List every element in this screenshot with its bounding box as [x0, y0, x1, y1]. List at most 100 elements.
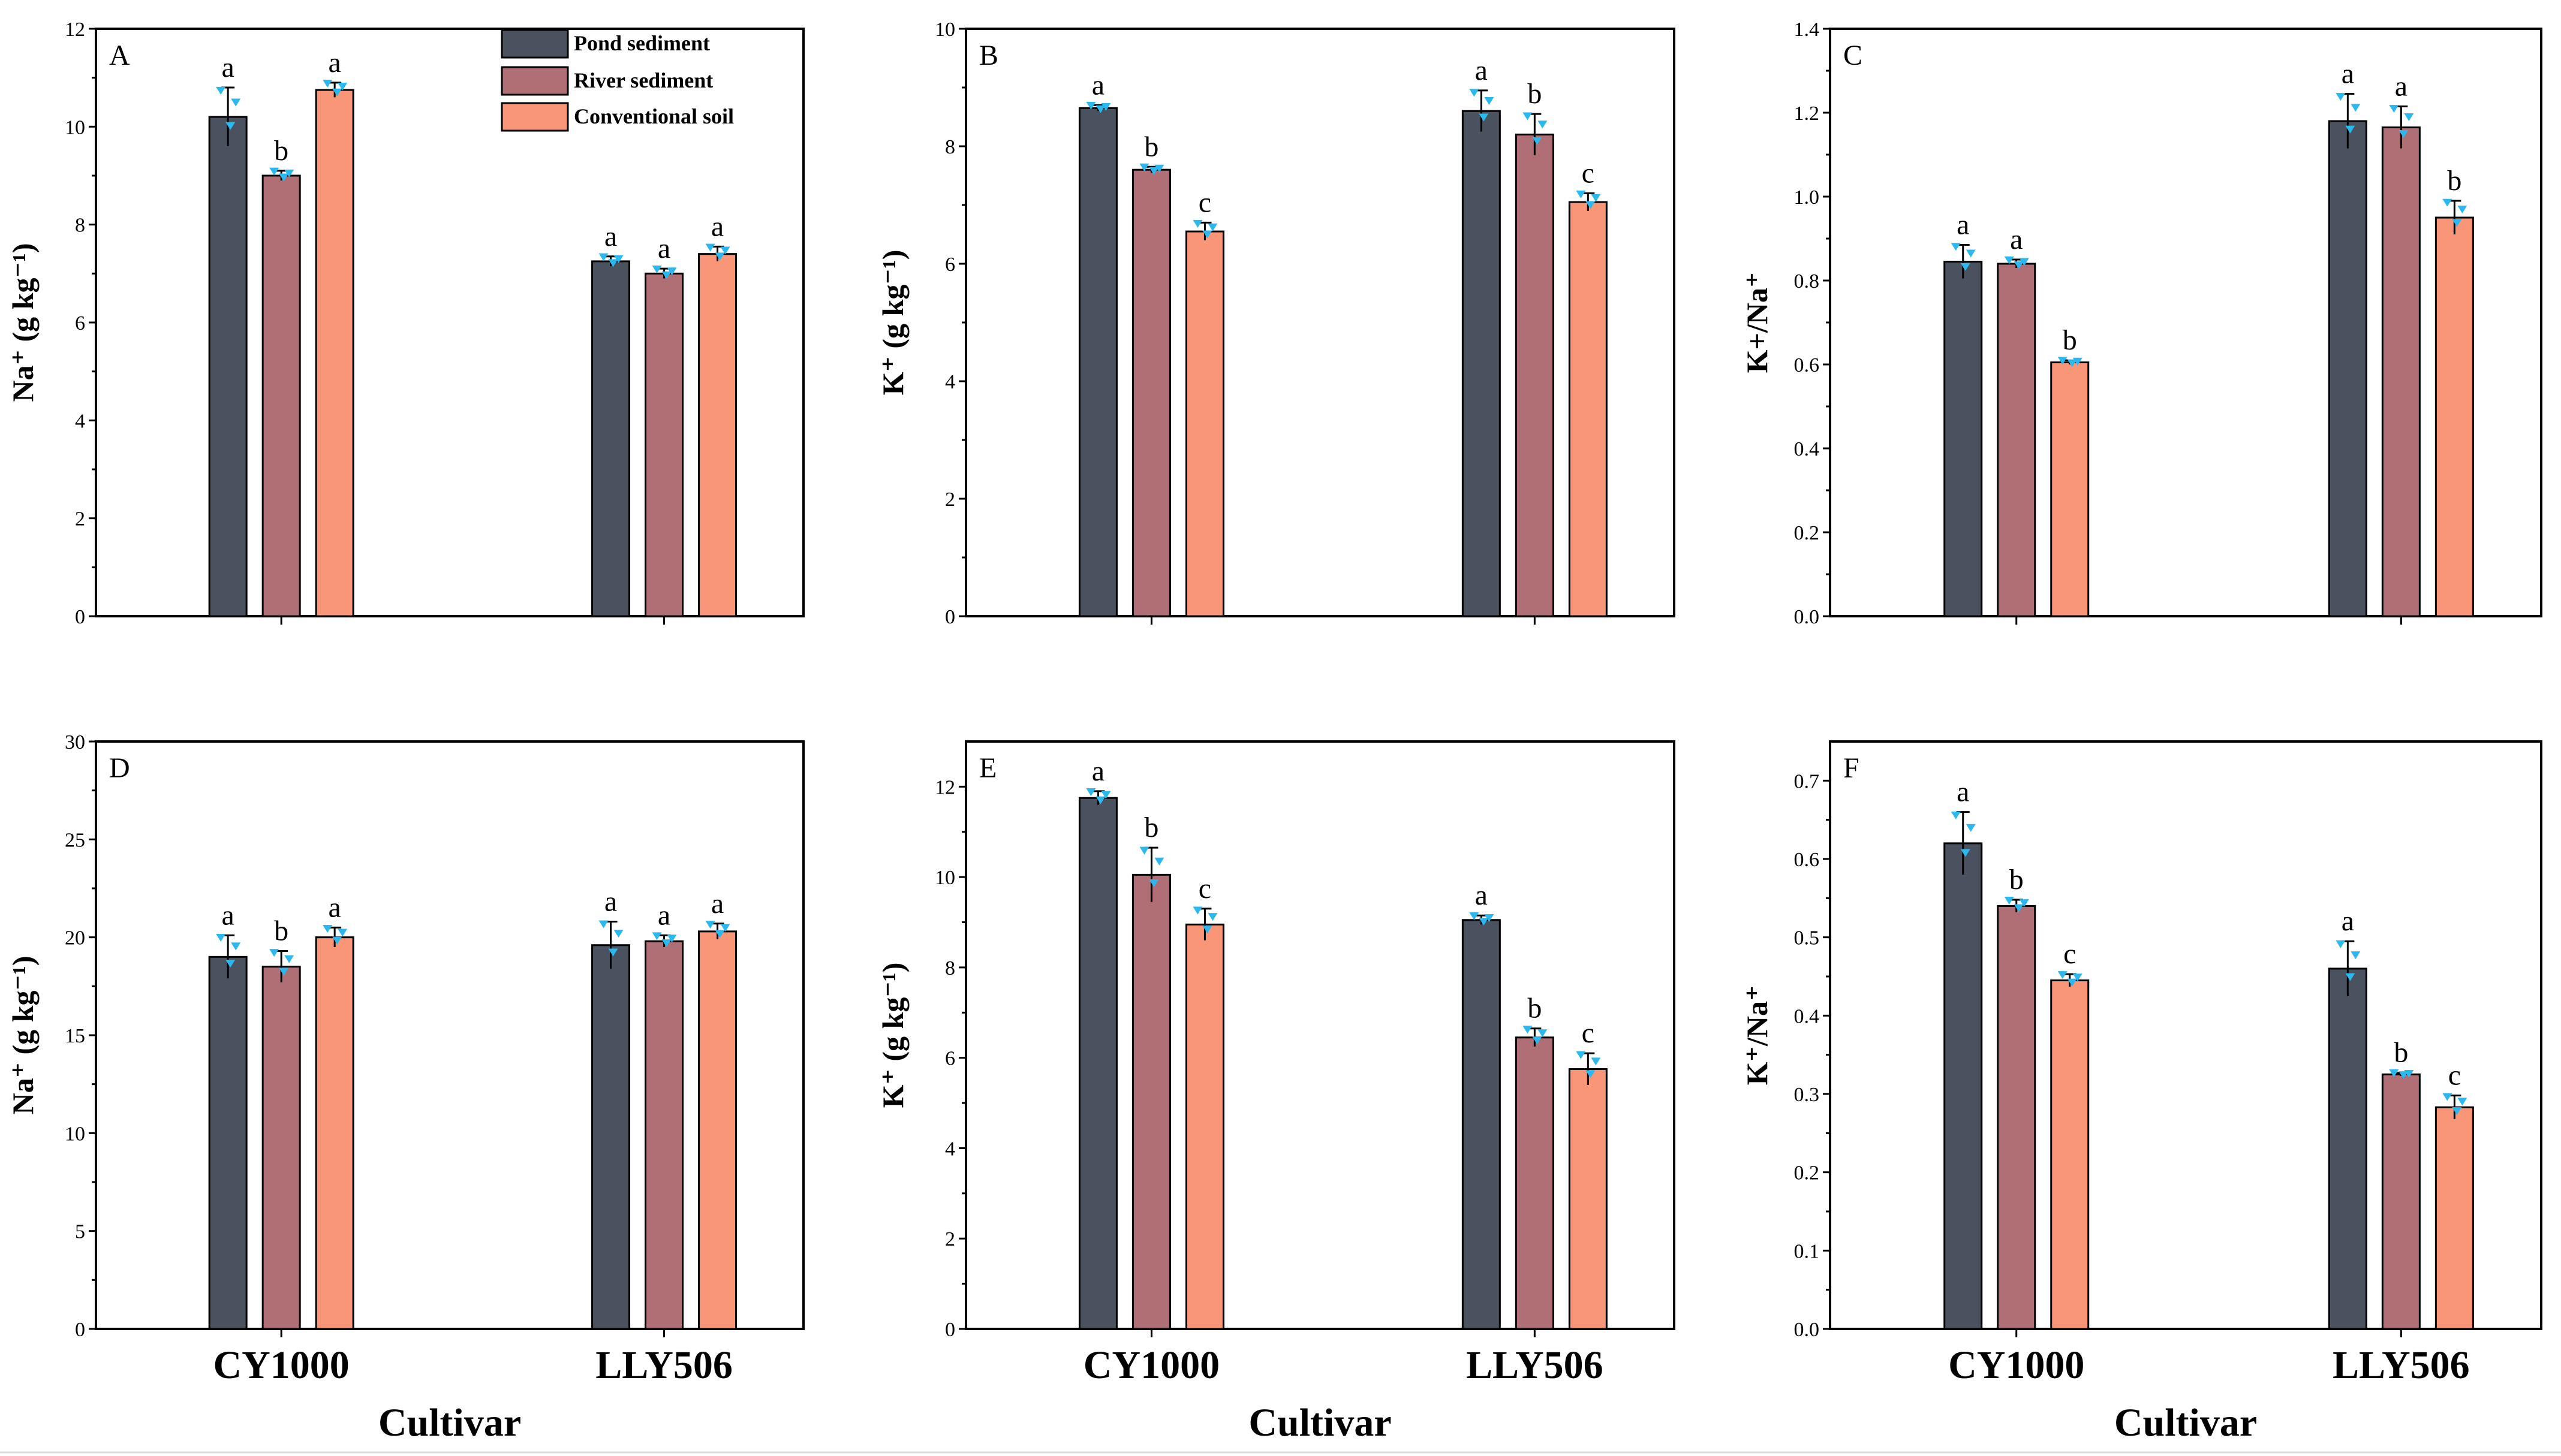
y-tick-label: 20 — [65, 927, 85, 949]
significance-letter: c — [1582, 157, 1594, 189]
replicate-point — [2072, 973, 2082, 982]
replicate-point — [2019, 899, 2029, 908]
x-tick-label-lly506: LLY506 — [595, 1343, 733, 1387]
replicate-point — [1537, 1029, 1548, 1038]
significance-letter: a — [2342, 905, 2354, 937]
replicate-point — [1576, 1051, 1586, 1059]
replicate-point — [715, 252, 725, 261]
replicate-point — [1479, 113, 1489, 122]
replicate-point — [2345, 125, 2355, 134]
legend-item-1: Pond sediment — [501, 29, 710, 59]
bar-lly506-3 — [1568, 1068, 1608, 1330]
replicate-point — [1532, 137, 1542, 145]
replicate-point — [332, 88, 342, 97]
y-tick-label: 0 — [945, 1319, 955, 1341]
panel-letter: E — [979, 752, 997, 784]
y-tick-label: 25 — [65, 829, 85, 851]
replicate-point — [2019, 258, 2029, 266]
bar-cy1000-2 — [1997, 263, 2036, 617]
y-tick-label: 10 — [935, 19, 955, 41]
replicate-point — [2404, 1070, 2414, 1078]
significance-letter: c — [1199, 873, 1211, 905]
replicate-point — [2057, 357, 2068, 365]
significance-letter: a — [711, 888, 724, 920]
y-tick-label: 4 — [945, 371, 955, 393]
legend-swatch — [501, 29, 569, 59]
bar-lly506-3 — [2434, 1106, 2474, 1330]
replicate-point — [613, 255, 624, 263]
y-tick-label: 0.6 — [1794, 849, 1820, 871]
x-tick-label-cy1000: CY1000 — [1084, 1343, 1220, 1387]
significance-letter: a — [711, 210, 724, 242]
replicate-point — [1576, 190, 1586, 198]
replicate-point — [1960, 263, 1970, 271]
replicate-point — [1208, 223, 1218, 231]
replicate-point — [1585, 1070, 1596, 1078]
panel-letter: F — [1843, 752, 1859, 784]
replicate-point — [1537, 120, 1548, 129]
replicate-point — [1101, 103, 1111, 111]
y-axis-label: Na⁺ (g kg⁻¹) — [6, 243, 40, 402]
bar-cy1000-1 — [208, 955, 248, 1330]
replicate-point — [2067, 359, 2077, 367]
y-tick-label: 1.0 — [1794, 186, 1820, 209]
replicate-point — [1960, 849, 1970, 857]
bar-lly506-3 — [2434, 216, 2474, 617]
replicate-point — [2389, 105, 2399, 113]
replicate-point — [2067, 978, 2077, 987]
legend-item-3: Conventional soil — [501, 102, 734, 132]
panel-D: 0 5 10 15 20 25 30 D Na⁺ (g kg⁻¹) CY1000 LLY506 a b a… — [6, 731, 805, 1387]
replicate-point — [2457, 206, 2467, 213]
bar-lly506-1 — [2328, 120, 2367, 617]
y-tick-label: 2 — [945, 1228, 955, 1250]
y-tick-label: 4 — [75, 410, 85, 432]
bar-cy1000-1 — [208, 116, 248, 617]
y-tick-label: 6 — [75, 312, 85, 334]
replicate-point — [2452, 219, 2462, 227]
replicate-point — [2345, 973, 2355, 981]
y-tick-label: 0.2 — [1794, 1162, 1820, 1184]
significance-letter: b — [1527, 993, 1542, 1024]
legend-item-2: River sediment — [501, 66, 713, 96]
replicate-point — [216, 933, 226, 942]
x-axis-title-2: Cultivar — [1248, 1401, 1391, 1445]
y-tick-label: 8 — [945, 957, 955, 979]
replicate-point — [2399, 130, 2409, 138]
replicate-point — [2351, 104, 2361, 112]
replicate-point — [2336, 940, 2346, 948]
y-tick-label: 12 — [65, 19, 85, 41]
x-tick-label-cy1000: CY1000 — [213, 1343, 349, 1387]
replicate-point — [1591, 1057, 1601, 1066]
replicate-point — [652, 932, 662, 940]
significance-letter: a — [658, 233, 670, 264]
y-tick-label: 0 — [945, 606, 955, 628]
bar-cy1000-1 — [1078, 797, 1118, 1330]
significance-letter: b — [1144, 131, 1158, 162]
legend-label: Conventional soil — [574, 104, 734, 128]
replicate-point — [652, 265, 662, 273]
replicate-point — [608, 948, 618, 957]
y-tick-label: 15 — [65, 1025, 85, 1047]
replicate-point — [1086, 788, 1096, 797]
x-axis-titles: Cultivar Cultivar Cultivar — [378, 1401, 2257, 1445]
replicate-point — [225, 122, 236, 130]
replicate-point — [231, 98, 241, 107]
bar-lly506-1 — [1461, 110, 1501, 617]
bar-lly506-1 — [1461, 919, 1501, 1330]
replicate-point — [1469, 912, 1479, 920]
replicate-point — [705, 921, 715, 929]
replicate-point — [2336, 93, 2346, 101]
replicate-point — [661, 939, 672, 948]
replicate-point — [1522, 1026, 1533, 1034]
replicate-point — [1484, 914, 1494, 922]
significance-letter: c — [2063, 938, 2076, 970]
replicate-point — [1479, 918, 1489, 926]
replicate-point — [1149, 879, 1159, 887]
replicate-point — [1149, 167, 1159, 175]
replicate-point — [2399, 1071, 2409, 1080]
replicate-point — [1139, 163, 1149, 171]
legend-label: Pond sediment — [574, 31, 710, 55]
significance-letter: a — [1475, 55, 1488, 86]
bar-lly506-2 — [2381, 126, 2421, 617]
y-axis-label: K⁺/Na⁺ — [1740, 985, 1774, 1086]
